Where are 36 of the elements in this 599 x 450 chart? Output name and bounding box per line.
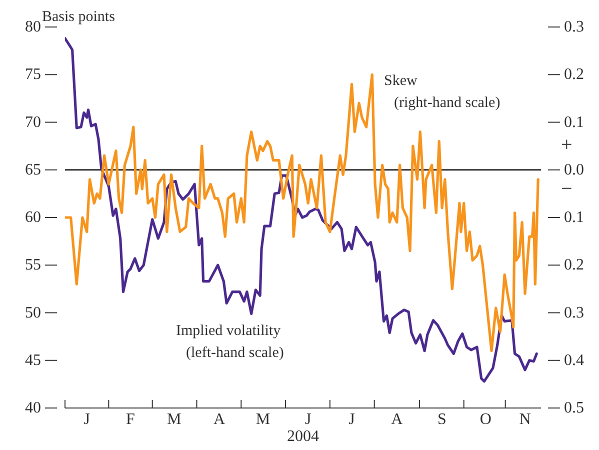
x-tick-label: J (348, 411, 355, 428)
y2-tick-label: 0.0 (564, 161, 584, 178)
text: + (561, 134, 572, 157)
y-tick-label: 60 (25, 209, 41, 226)
series-label: Skew (right-hand scale) (384, 72, 500, 113)
text: Implied volatility (left-hand scale) (176, 322, 284, 363)
y2-tick-label: 0.2 (564, 256, 584, 274)
y-tick-label: 40 (25, 400, 41, 416)
y-tick-label: 65 (25, 161, 41, 178)
y2-tick-label: 0.5 (564, 400, 584, 416)
x-tick-label: M (167, 411, 182, 428)
y2-tick-label: 0.2 (564, 66, 584, 84)
y2-tick-label: 0.3 (564, 18, 584, 36)
y-tick-label: 70 (25, 114, 41, 131)
y-tick-label: 45 (25, 352, 41, 369)
y-tick-label: 75 (25, 66, 41, 84)
x-tick-label: F (126, 411, 136, 428)
text: − (561, 178, 572, 201)
y-tick-label: 80 (25, 18, 41, 36)
y-tick-label: 50 (25, 304, 41, 322)
y-axis-title: Basis points (42, 9, 115, 26)
y2-tick-label: 0.1 (564, 114, 584, 131)
x-tick-label: M (256, 411, 270, 428)
x-tick-label: S (438, 411, 446, 428)
x-tick-label: J (84, 411, 90, 428)
line-series (65, 37, 538, 383)
x-tick-label: O (480, 411, 492, 428)
x-tick-label: A (391, 411, 404, 428)
y2-tick-label: 0.3 (564, 304, 584, 322)
y-tick-label: 55 (25, 256, 41, 274)
x-tick-label: A (214, 411, 226, 428)
x-axis-title: 2004 (286, 428, 320, 446)
y2-tick-label: 0.1 (564, 209, 584, 226)
x-tick-label: N (519, 411, 532, 428)
x-tick-label: J (304, 411, 312, 428)
y2-tick-label: 0.4 (564, 352, 584, 369)
